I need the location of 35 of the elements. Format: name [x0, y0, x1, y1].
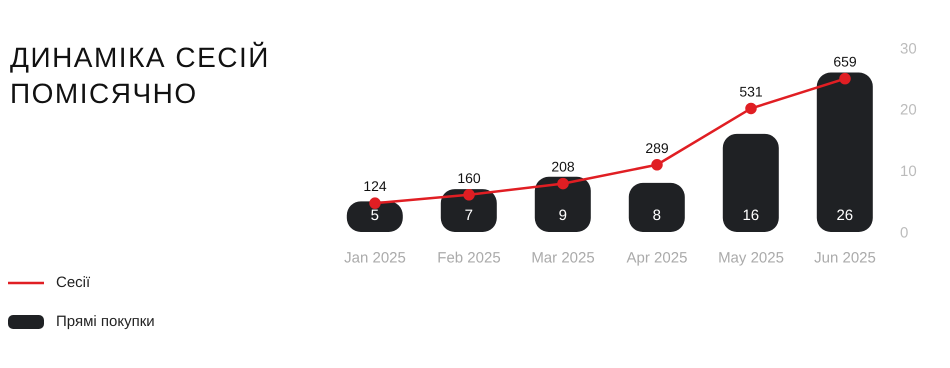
y-tick-label: 10	[900, 162, 917, 180]
y-tick-label: 30	[900, 40, 917, 58]
x-tick-label: Mar 2025	[531, 250, 595, 267]
chart-title: ДИНАМІКА СЕСІЙ ПОМІСЯЧНО	[10, 40, 271, 111]
data-label: 5	[370, 207, 379, 224]
data-label: 7	[464, 207, 473, 224]
data-label: 531	[739, 83, 763, 100]
y-tick-label: 20	[900, 102, 917, 119]
point	[839, 72, 851, 84]
x-tick-label: May 2025	[718, 250, 784, 267]
x-tick-label: Jan 2025	[344, 250, 406, 267]
point	[369, 197, 381, 209]
legend-label: Сесії	[56, 274, 90, 291]
data-label: 9	[558, 207, 567, 224]
data-label: 16	[742, 207, 760, 224]
bar	[534, 176, 591, 232]
point	[651, 159, 663, 171]
x-tick-label: Apr 2025	[626, 250, 688, 267]
point	[463, 189, 475, 201]
bar	[628, 182, 685, 232]
data-label: 124	[363, 178, 387, 194]
x-tick-label: Feb 2025	[437, 250, 501, 267]
data-label: 26	[836, 207, 854, 224]
data-label: 208	[551, 158, 575, 175]
x-tick-label: Jun 2025	[814, 250, 876, 267]
legend-label: Прямі покупки	[56, 313, 155, 330]
bar	[722, 134, 779, 232]
data-label: 8	[652, 207, 661, 224]
data-label: 659	[833, 54, 857, 70]
bar	[816, 72, 873, 232]
point	[745, 102, 757, 114]
point	[557, 178, 569, 190]
data-label: 289	[645, 140, 669, 156]
data-label: 160	[457, 170, 481, 186]
y-tick-label: 0	[900, 224, 908, 242]
